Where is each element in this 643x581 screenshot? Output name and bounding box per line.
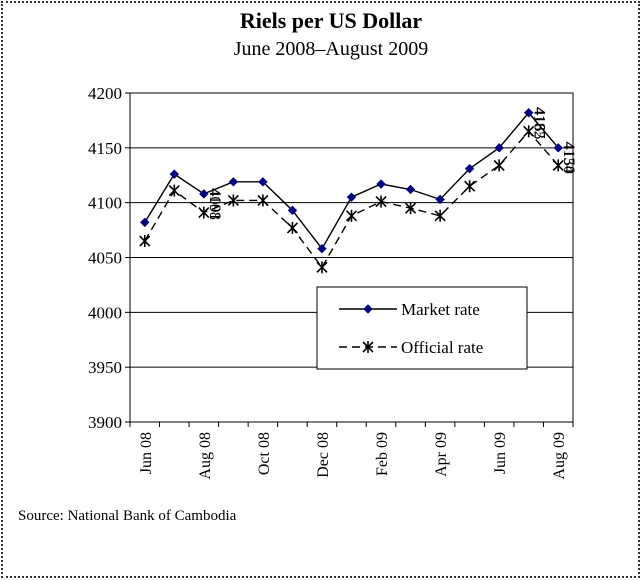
series-market-rate-line [144,111,559,250]
marker-diamond [376,179,386,189]
y-tick-label: 4100 [88,194,122,213]
marker-star [316,261,328,274]
y-tick-label: 4200 [88,84,122,103]
marker-star [405,202,417,215]
marker-diamond [140,217,150,228]
marker-diamond [523,108,534,118]
marker-star [198,206,210,219]
legend-label: Market rate [401,300,480,319]
marker-diamond [363,304,373,314]
axes: 3900 3950 4000 4050 4100 4150 4200 Jun 08 Aug 08… [88,84,574,480]
marker-diamond [405,184,416,195]
marker-diamond [464,163,475,174]
marker-diamond [317,244,327,254]
marker-diamond [346,192,357,202]
y-tick-label: 4050 [88,249,122,268]
data-label: 4108 [206,188,223,220]
x-tick-label: Aug 08 [197,432,214,480]
marker-star [168,184,180,197]
marker-star [345,209,358,222]
marker-star [375,195,387,208]
y-tick-label: 3900 [88,413,122,432]
marker-star [493,159,505,172]
marker-diamond [287,205,298,216]
legend-box [316,286,528,370]
y-tick-label: 4150 [88,139,122,158]
y-tick-label: 4000 [88,303,122,322]
marker-diamond [228,177,239,187]
data-label: 4165 [531,107,548,139]
x-tick-label: Jun 08 [138,432,155,474]
series-layer [139,108,564,274]
marker-diamond [494,143,504,153]
legend-label: Official rate [401,338,483,357]
x-tick-label: Feb 09 [374,432,391,476]
marker-star [257,194,269,207]
marker-star [227,194,239,207]
marker-diamond [199,189,209,199]
marker-star [139,235,151,248]
x-tick-label: Aug 09 [551,432,568,480]
data-label: 4150 [560,142,577,174]
marker-diamond [169,169,180,179]
marker-diamond [553,143,563,153]
marker-star [286,221,298,234]
marker-star [362,341,374,353]
chart-subtitle: June 2008–August 2009 [234,38,428,60]
marker-star [523,125,535,138]
y-tick-label: 3950 [88,358,122,377]
legend: Market rate Official rate [316,286,528,370]
x-tick-label: Oct 08 [256,432,273,475]
marker-diamond [258,177,268,187]
data-label: 4134 [560,141,577,173]
x-tick-label: Dec 08 [315,432,332,478]
marker-star [552,159,564,172]
data-label: 4091 [206,189,223,221]
x-tick-label: Apr 09 [433,432,450,477]
source-note: Source: National Bank of Cambodia [18,508,237,524]
marker-star [434,209,446,222]
marker-star [464,180,476,193]
marker-diamond [435,194,445,205]
data-label: 4182 [531,107,548,139]
chart-title: Riels per US Dollar [240,8,423,33]
x-tick-label: Jun 09 [492,432,509,474]
